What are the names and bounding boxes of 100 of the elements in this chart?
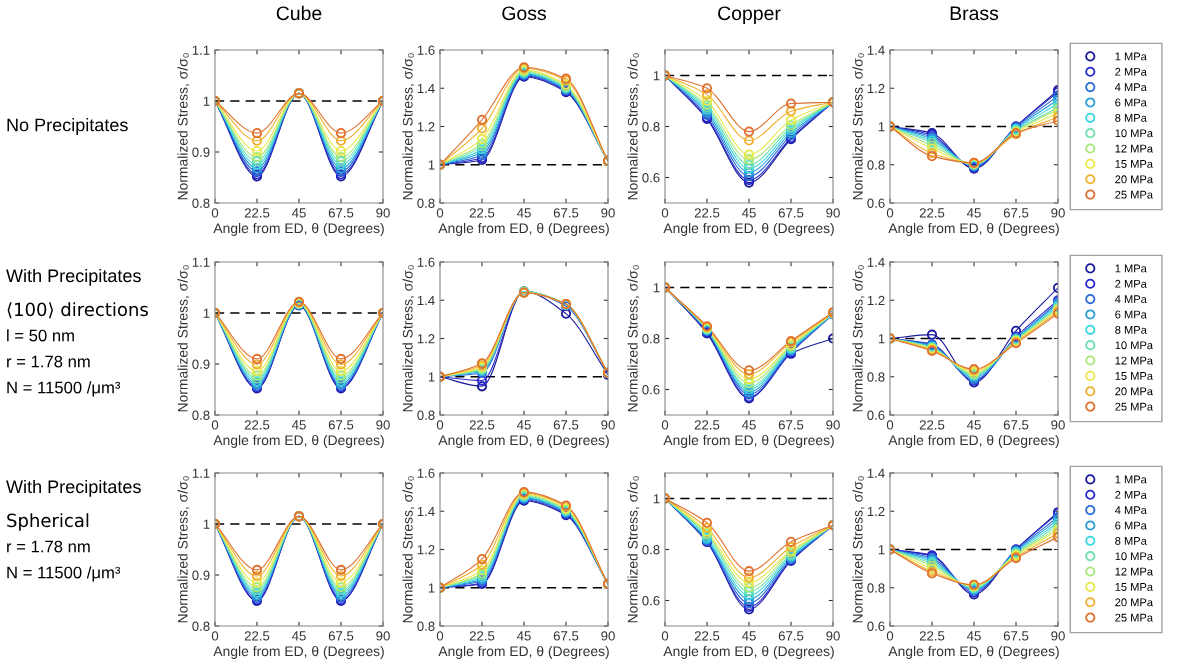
legend-label: 2 MPa [1115,67,1147,76]
legend-label: 15 MPa [1115,160,1154,168]
x-tick-label: 45 [291,420,306,430]
x-tick-label: 67.5 [778,208,804,218]
x-tick-label: 22.5 [244,631,270,641]
text: l = 50 nm [7,329,74,342]
x-tick-label: 45 [966,631,981,641]
x-tick-label: 90 [826,631,840,641]
y-tick-label: 1 [428,583,435,593]
y-tick-label: 1.2 [417,122,435,132]
y-tick-label: 1.4 [867,257,885,267]
x-tick-label: 45 [291,631,306,641]
legend-label: 20 MPa [1115,175,1154,184]
y-tick-label: 1.2 [417,334,435,344]
legend-label: 10 MPa [1115,129,1154,138]
x-tick-label: 45 [741,420,756,430]
x-tick-label: 22.5 [694,420,720,430]
x-axis-title: Angle from ED, θ (Degrees) [438,645,609,659]
text: 6 MPa [1115,521,1147,530]
y-tick-label: 1 [653,283,660,293]
x-tick-label: 22.5 [919,420,945,430]
x-tick-label: 90 [376,420,390,430]
y-tick-label: 0.8 [192,621,210,631]
x-tick-label: 0 [661,208,669,218]
legend-label: 8 MPa [1115,325,1147,334]
y-tick-label: 0.8 [192,410,210,420]
legend-label: 8 MPa [1115,113,1147,122]
y-tick-label: 0.8 [417,621,435,631]
x-tick-label: 0 [886,420,894,430]
y-tick-label: 1 [878,334,885,344]
y-tick-label: 1.1 [192,257,210,267]
y-tick-label: 0.9 [192,147,210,157]
x-tick-label: 90 [1051,420,1065,430]
y-axis-title: Normalized Stress, σ/σ₀ [177,476,190,623]
y-tick-label: 0.6 [867,621,885,631]
y-tick-label: 0.8 [642,122,660,132]
y-tick-label: 1.4 [417,83,435,94]
x-tick-label: 45 [966,420,981,430]
legend-label: 8 MPa [1115,536,1147,545]
y-axis-title: Normalized Stress, σ/σ₀ [627,53,640,200]
x-tick-label: 45 [516,420,531,430]
x-tick-label: 67.5 [778,631,804,641]
y-tick-label: 0.8 [867,372,885,382]
x-tick-label: 0 [436,420,444,430]
legend-label: 20 MPa [1115,598,1154,607]
y-tick-label: 1.1 [192,468,210,478]
y-tick-label: 0.9 [192,359,210,369]
legend-label: 20 MPa [1115,387,1154,396]
y-tick-label: 0.6 [642,385,660,395]
text: 2 MPa [1115,279,1147,288]
x-axis-title: Angle from ED, θ (Degrees) [213,645,384,659]
chart-title: Brass [950,6,999,21]
legend-label: 25 MPa [1115,190,1154,199]
x-tick-label: 45 [741,631,756,641]
x-tick-label: 67.5 [328,208,354,218]
text: 1 MPa [1115,475,1147,484]
text: Spherical [7,513,89,531]
x-tick-label: 90 [1051,208,1065,218]
y-tick-label: 1.4 [417,506,435,517]
x-tick-label: 67.5 [1003,420,1029,430]
x-axis-title: Angle from ED, θ (Degrees) [888,645,1059,659]
legend-label: 10 MPa [1115,552,1154,561]
text: N = 11500 /μm³ [7,381,121,397]
y-tick-label: 0.6 [867,410,885,420]
x-tick-label: 22.5 [244,208,270,218]
y-tick-label: 0.9 [192,570,210,580]
y-tick-label: 1.2 [867,506,885,517]
legend-label: 15 MPa [1115,372,1154,380]
x-tick-label: 45 [966,208,981,218]
y-tick-label: 1 [428,372,435,382]
legend-label: 15 MPa [1115,583,1154,591]
x-tick-label: 90 [826,420,840,430]
text: With Precipitates [6,268,141,286]
y-axis-title: Normalized Stress, σ/σ₀ [627,476,640,623]
y-tick-label: 0.8 [642,334,660,344]
y-tick-label: 0.6 [642,173,660,183]
legend-label: 12 MPa [1115,567,1154,576]
y-tick-label: 1 [428,160,435,170]
x-tick-label: 0 [436,631,444,641]
y-tick-label: 1 [203,96,210,106]
x-tick-label: 67.5 [553,420,579,430]
y-axis-title: Normalized Stress, σ/σ₀ [177,53,190,200]
x-tick-label: 45 [516,208,531,218]
y-tick-label: 1.4 [867,468,885,478]
y-tick-label: 1 [653,494,660,504]
legend-label: 6 MPa [1115,98,1147,107]
y-axis-title: Normalized Stress, σ/σ₀ [402,265,415,412]
x-tick-label: 67.5 [553,208,579,218]
y-axis-title: Normalized Stress, σ/σ₀ [852,476,865,623]
legend-label: 12 MPa [1115,356,1154,365]
y-tick-label: 0.8 [417,198,435,208]
x-axis-title: Angle from ED, θ (Degrees) [213,222,384,236]
x-tick-label: 90 [376,631,390,641]
x-tick-label: 90 [601,420,615,430]
x-tick-label: 22.5 [469,631,495,641]
x-tick-label: 22.5 [469,420,495,430]
y-tick-label: 1 [203,308,210,318]
text: 4 MPa [1114,506,1147,515]
x-tick-label: 0 [886,631,894,641]
x-tick-label: 90 [601,208,615,218]
